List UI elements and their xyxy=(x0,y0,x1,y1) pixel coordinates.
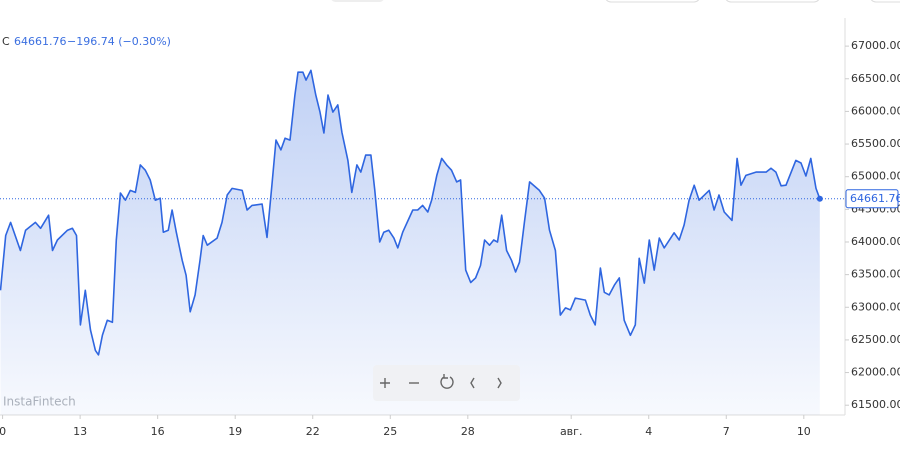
x-tick-label: 13 xyxy=(73,425,87,438)
area xyxy=(0,70,820,416)
x-tick-label: 7 xyxy=(723,425,730,438)
y-tick-label: 61500.00 xyxy=(851,398,900,411)
zoom-controls xyxy=(373,365,520,401)
header-price: 64661.76 xyxy=(14,35,67,48)
y-tick-label: 65000.00 xyxy=(851,170,900,183)
last-price-box xyxy=(845,189,899,209)
x-tick-label: 25 xyxy=(383,425,397,438)
price-line xyxy=(0,69,821,356)
toolbar-button[interactable] xyxy=(330,0,385,2)
y-tick-label: 62500.00 xyxy=(851,333,900,346)
toolbar-button[interactable] xyxy=(605,0,700,3)
toolbar-button[interactable] xyxy=(870,0,900,3)
reset[interactable] xyxy=(440,374,454,389)
y-tick-label: 62000.00 xyxy=(851,366,900,379)
x-tick-label: 0 xyxy=(0,425,6,438)
x-tick-label: 16 xyxy=(151,425,165,438)
last-price-label: 64661.76 xyxy=(850,192,900,205)
y-tick-label: 66500.00 xyxy=(851,72,900,85)
x-tick-label: авг. xyxy=(560,425,583,438)
y-tick-label: 63000.00 xyxy=(851,300,900,313)
toolbar-button[interactable] xyxy=(725,0,820,3)
x-tick-label: 22 xyxy=(306,425,320,438)
zoom-in[interactable] xyxy=(380,378,390,388)
x-tick-label: 4 xyxy=(645,425,652,438)
x-tick-label: 10 xyxy=(797,425,811,438)
plot xyxy=(0,69,823,416)
watermark: InstaFintech xyxy=(3,395,76,409)
y-tick-label: 67000.00 xyxy=(851,39,900,52)
scroll-right[interactable] xyxy=(497,377,502,389)
y-tick-label: 63500.00 xyxy=(851,268,900,281)
controls-bg xyxy=(373,365,520,401)
y-tick-label: 64000.00 xyxy=(851,235,900,248)
scroll-left[interactable] xyxy=(470,377,475,389)
header-change: −196.74 (−0.30%) xyxy=(67,35,171,48)
y-tick-label: 66000.00 xyxy=(851,104,900,117)
x-tick-label: 19 xyxy=(228,425,242,438)
y-tick-label: 65500.00 xyxy=(851,137,900,150)
x-tick-label: 28 xyxy=(461,425,475,438)
symbol: C xyxy=(2,35,10,48)
